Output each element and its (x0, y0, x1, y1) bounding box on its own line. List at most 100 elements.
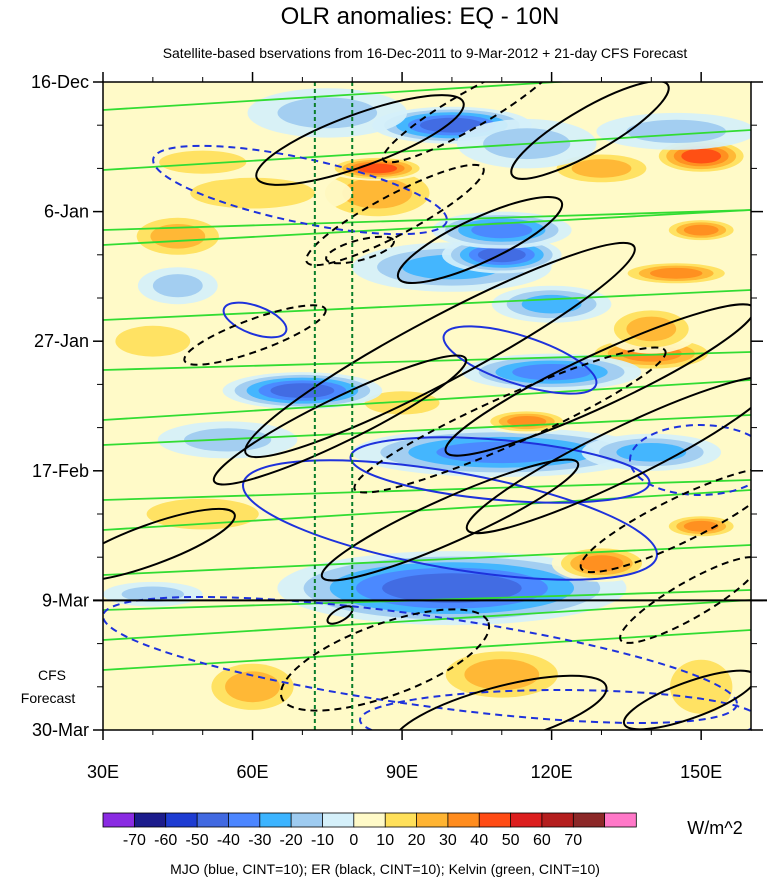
x-tick-label: 90E (386, 762, 418, 782)
colorbar-units: W/m^2 (687, 818, 742, 838)
anomaly-patch (357, 163, 398, 174)
anomaly-patch (342, 177, 413, 209)
anomaly-patch (579, 555, 624, 572)
wave-contour (381, 82, 559, 164)
wave-contour (183, 304, 327, 366)
chart-subtitle: Satellite-based bservations from 16-Dec-… (163, 45, 688, 61)
anomaly-patch (277, 97, 378, 129)
anomaly-patch (190, 177, 315, 209)
wave-contour (255, 94, 465, 186)
anomaly-patch (626, 119, 726, 143)
colorbar-label: -70 (123, 832, 146, 849)
footer-legend: MJO (blue, CINT=10); ER (black, CINT=10)… (170, 861, 600, 877)
colorbar-swatch (290, 812, 324, 828)
forecast-label-line2: Forecast (21, 690, 76, 706)
chart-title: OLR anomalies: EQ - 10N (281, 3, 560, 30)
kelvin-contour (103, 414, 751, 446)
colorbar-label: -20 (280, 832, 303, 849)
colorbar-label: -40 (217, 832, 240, 849)
anomaly-patch (270, 383, 335, 398)
colorbar-swatch (510, 812, 543, 828)
colorbar-swatch (384, 812, 418, 828)
colorbar-label: 60 (533, 832, 551, 849)
colorbar-swatch (259, 812, 292, 828)
wave-contour (359, 689, 751, 730)
colorbar-swatch (604, 812, 637, 828)
colorbar-swatch (165, 812, 198, 828)
y-tick-label: 9-Mar (42, 590, 89, 610)
kelvin-contour (103, 379, 751, 421)
wave-contour (103, 507, 236, 583)
anomaly-patch (681, 148, 722, 164)
wave-contour (619, 556, 751, 644)
colorbar-swatch (478, 812, 512, 828)
wave-contour (622, 669, 751, 730)
wave-contour (305, 163, 485, 267)
wave-contour (222, 301, 288, 339)
wave-contour (244, 241, 636, 459)
wave-contour (510, 82, 670, 180)
kelvin-contour (103, 129, 751, 171)
y-tick-label: 16-Dec (31, 72, 89, 92)
anomaly-patch (364, 391, 440, 415)
x-tick-label: 60E (237, 762, 269, 782)
colorbar-label: -60 (154, 832, 177, 849)
anomaly-patch (683, 520, 719, 532)
anomaly-patch (512, 364, 591, 381)
wave-contour (629, 424, 751, 496)
colorbar-swatch (133, 812, 167, 828)
colorbar-swatch (541, 812, 575, 828)
wave-contour (392, 674, 608, 730)
anomaly-patch (152, 274, 203, 298)
anomaly-patch (571, 159, 632, 178)
y-tick-label: 30-Mar (32, 720, 89, 740)
colorbar-label: 0 (349, 832, 358, 849)
colorbar-swatch (353, 812, 386, 828)
anomaly-patch (382, 573, 522, 603)
anomaly-patch (146, 498, 259, 530)
colorbar-label: 30 (439, 832, 457, 849)
forecast-label-line1: CFS (38, 667, 66, 683)
anomaly-patch (616, 443, 687, 462)
colorbar-label: 40 (470, 832, 488, 849)
colorbar-label: 20 (408, 832, 426, 849)
wave-contour (444, 303, 751, 457)
wave-contour (579, 466, 751, 574)
anomaly-patch (225, 671, 280, 703)
colorbar-label: -10 (311, 832, 334, 849)
colorbar-label: -50 (186, 832, 209, 849)
colorbar-label: 50 (502, 832, 520, 849)
colorbar-swatch (227, 812, 261, 828)
wave-contour (325, 235, 395, 265)
wave-contour (396, 196, 564, 284)
x-tick-label: 150E (680, 762, 722, 782)
colorbar-swatch (447, 812, 480, 828)
colorbar-swatch (102, 812, 136, 828)
anomaly-patch (436, 441, 568, 464)
colorbar-label: 10 (376, 832, 394, 849)
kelvin-contour (103, 629, 751, 671)
plot-frame (102, 81, 752, 731)
anomaly-patch (683, 224, 719, 236)
wave-contour (152, 144, 448, 236)
y-tick-label: 27-Jan (34, 331, 89, 351)
anomaly-patch (420, 117, 484, 133)
kelvin-contour (103, 489, 751, 531)
x-tick-label: 30E (87, 762, 119, 782)
colorbar-swatch (416, 812, 449, 828)
kelvin-contour (103, 82, 572, 111)
kelvin-contour (103, 599, 751, 641)
colorbar-label: -30 (248, 832, 271, 849)
wave-contour (103, 595, 738, 725)
x-tick-label: 120E (531, 762, 573, 782)
kelvin-contour (103, 544, 751, 576)
anomaly-patch (159, 150, 247, 174)
colorbar-label: 70 (564, 832, 582, 849)
colorbar-swatch (322, 812, 355, 828)
forecast-label: CFS Forecast (21, 667, 76, 706)
wave-contour (353, 346, 667, 494)
y-tick-label: 17-Feb (32, 461, 89, 481)
anomaly-patch (121, 586, 184, 602)
colorbar-swatch (572, 812, 606, 828)
